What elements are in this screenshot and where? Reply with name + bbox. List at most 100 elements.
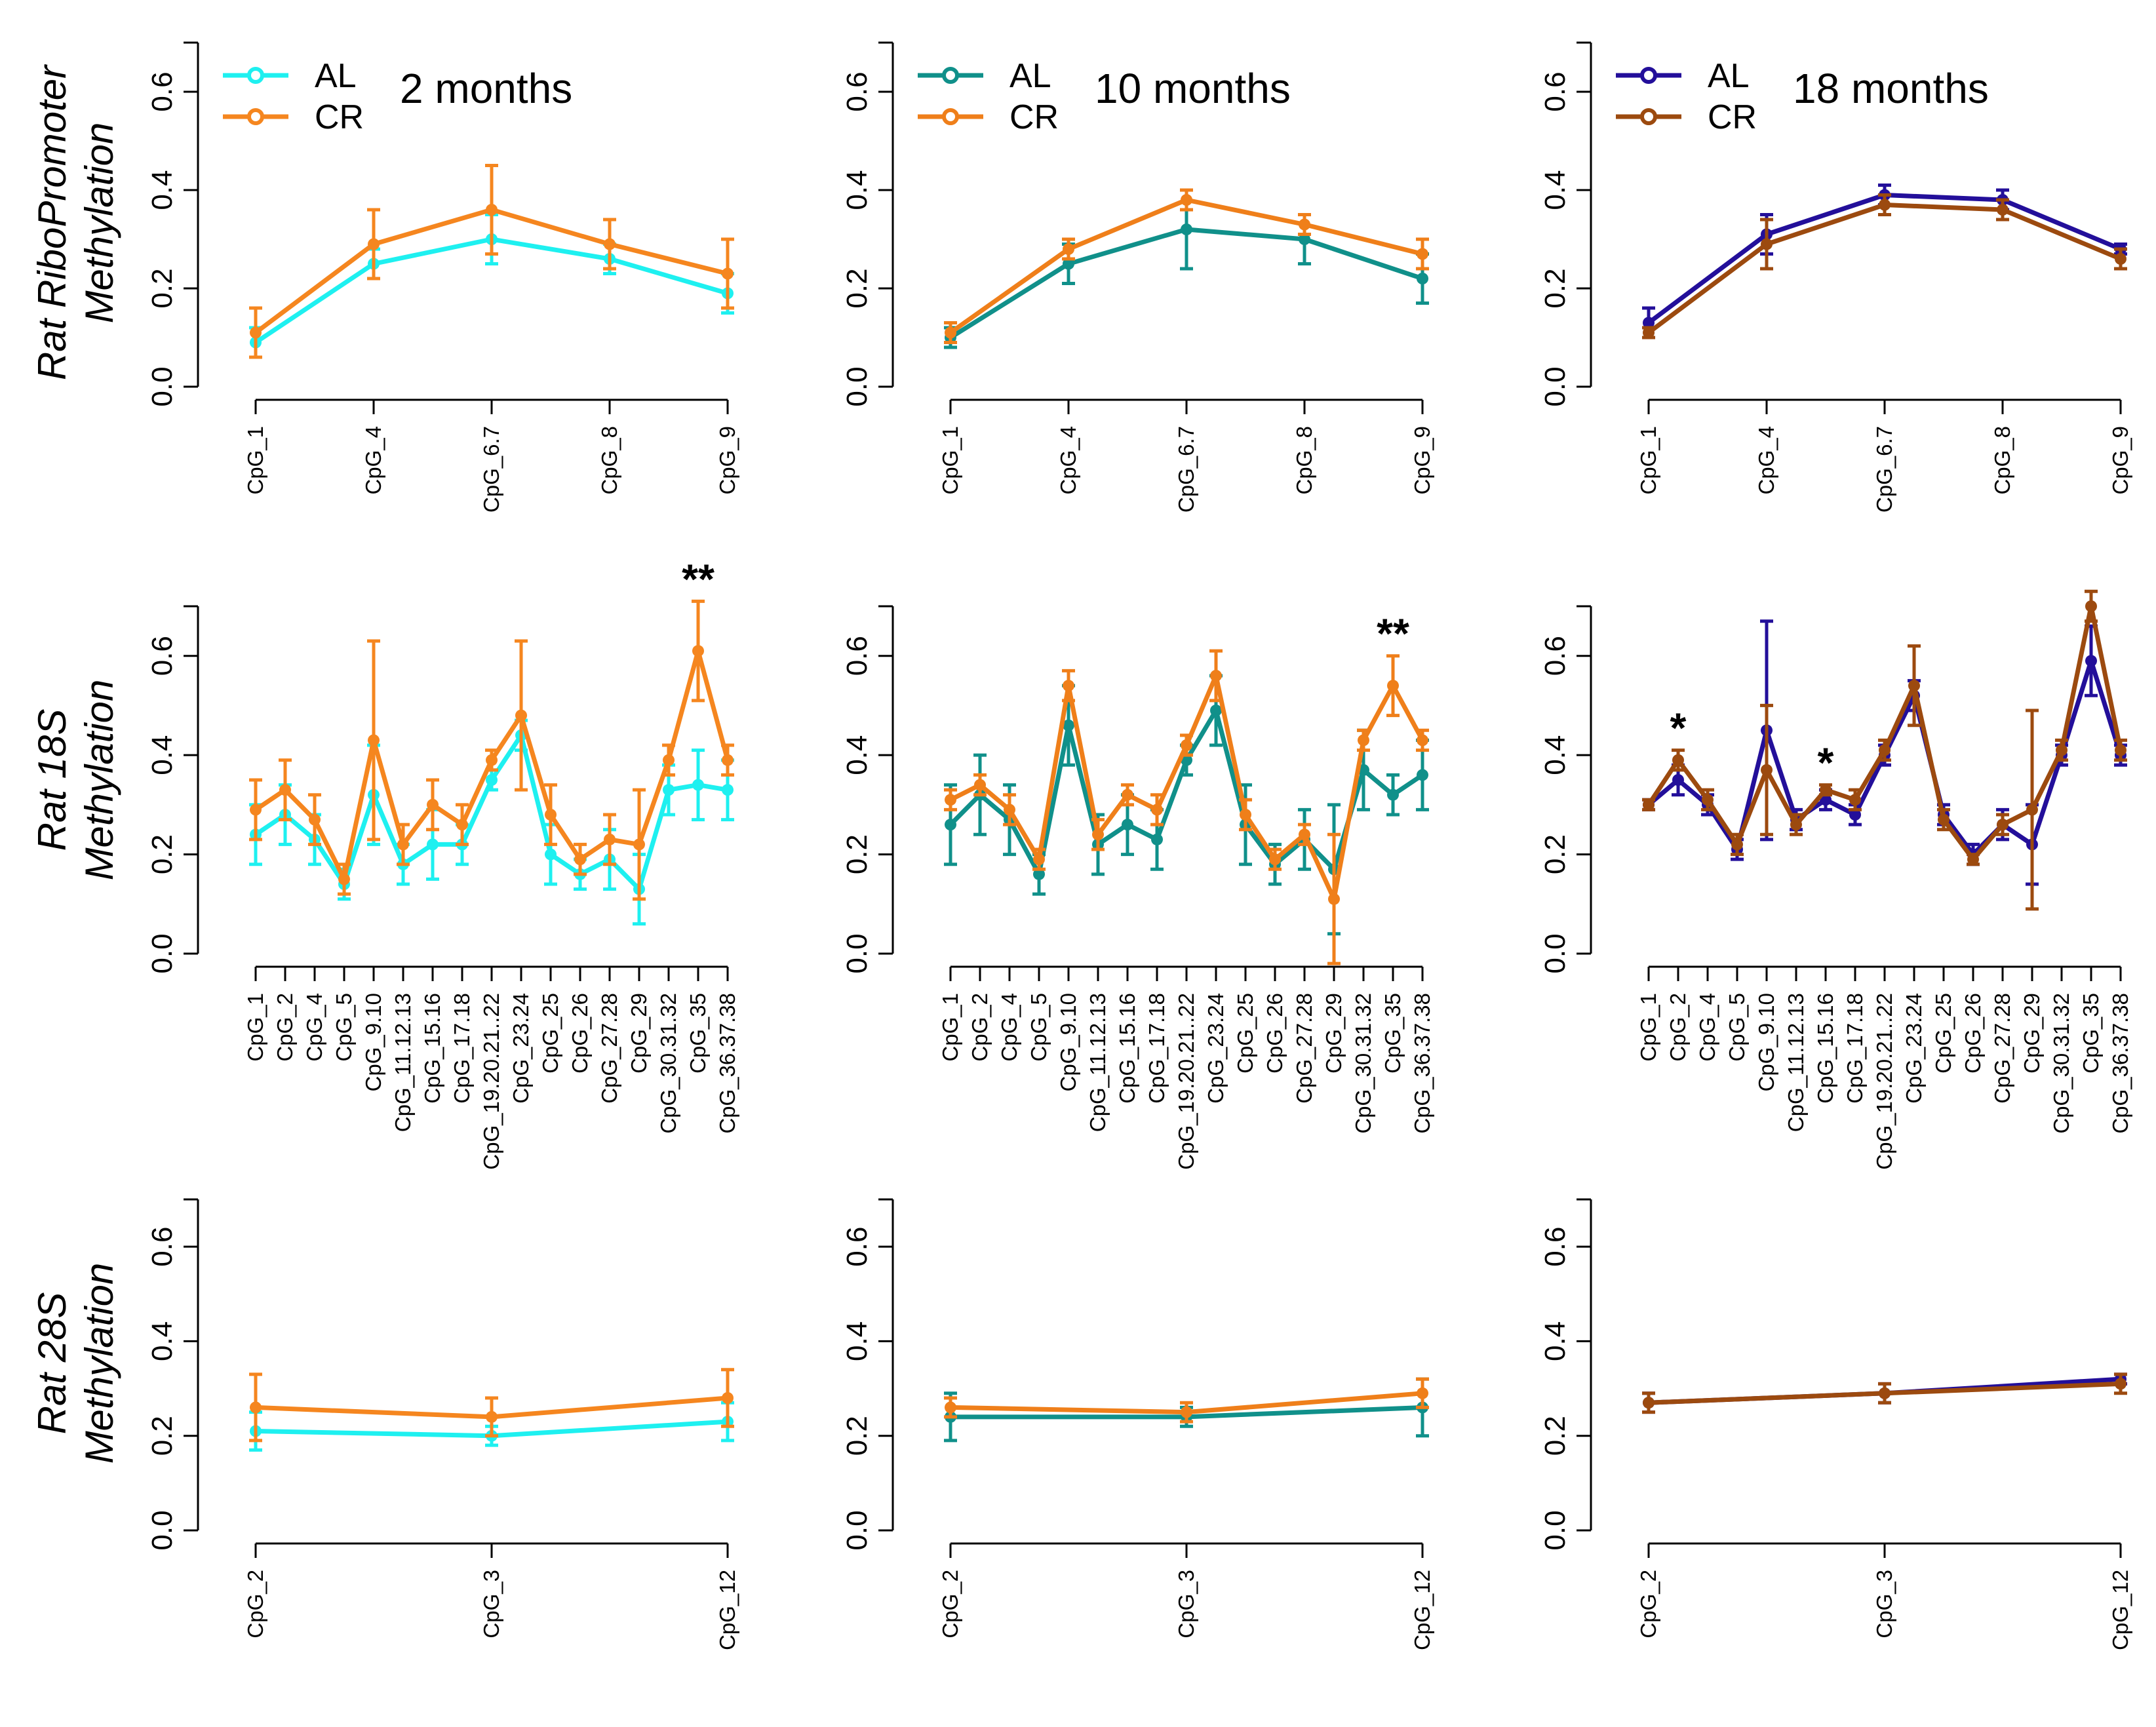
x-tick-label: CpG_4	[361, 426, 385, 495]
data-point-CR	[1181, 739, 1192, 751]
data-point-CR	[1004, 804, 1015, 816]
data-point-AL	[545, 848, 557, 861]
panel-r0-c0: 0.0 0.2 0.4 0.6 CpG_1 CpG_4 CpG_6.7 CpG_8 CpG_9 A…	[146, 41, 739, 513]
data-point-CR	[2115, 1378, 2127, 1390]
x-tick-label: CpG_12	[1410, 1570, 1434, 1650]
x-tick-label: CpG_4	[997, 993, 1021, 1062]
data-point-CR	[1417, 734, 1428, 747]
x-tick-label: CpG_1	[243, 426, 267, 495]
series-line-CR	[1647, 604, 2123, 862]
data-point-CR	[1210, 670, 1222, 682]
y-tick-label: 0.6	[146, 1227, 178, 1267]
row-label-1-line-0: Rat 18S	[30, 709, 74, 851]
x-tick-label: CpG_35	[686, 993, 710, 1074]
x-tick-label: CpG_17.18	[450, 993, 474, 1104]
panel-r1-c2: 0.0 0.2 0.4 0.6 CpG_1 CpG_2 CpG_4 CpG_5 CpG_9.10…	[1539, 589, 2132, 1170]
y-tick-label: 0.4	[1539, 1321, 1571, 1361]
y-tick-label: 0.0	[841, 933, 873, 973]
data-point-CR	[1967, 853, 1979, 866]
data-point-CR	[1240, 809, 1251, 821]
panel-r2-c0: 0.0 0.2 0.4 0.6 CpG_2 CpG_3 CpG_12	[146, 1198, 739, 1650]
data-point-CR	[2115, 253, 2127, 265]
y-tick-label: 0.0	[841, 366, 873, 406]
y-tick-label: 0.4	[146, 1321, 178, 1361]
data-point-CR	[486, 754, 498, 766]
data-point-AL	[1181, 223, 1192, 235]
data-point-AL	[1210, 705, 1222, 716]
panel-title: 10 months	[1095, 65, 1291, 112]
x-tick-label: CpG_17.18	[1145, 993, 1169, 1104]
x-tick-label: CpG_4	[302, 993, 326, 1062]
x-tick-label: CpG_1	[938, 993, 962, 1062]
y-tick-label: 0.6	[146, 636, 178, 676]
x-tick-label: CpG_11.12.13	[1784, 993, 1808, 1132]
y-tick-label: 0.2	[841, 268, 873, 308]
data-point-AL	[427, 838, 439, 851]
data-point-CR	[1761, 238, 1773, 250]
x-tick-label: CpG_1	[1636, 426, 1660, 495]
x-tick-label: CpG_1	[243, 993, 267, 1062]
y-tick-label: 0.4	[841, 735, 873, 775]
x-tick-label: CpG_35	[2079, 993, 2103, 1074]
data-point-CR	[309, 813, 321, 826]
data-point-CR	[1643, 798, 1655, 811]
data-point-AL	[1672, 774, 1684, 786]
x-tick-label: CpG_2	[1636, 1570, 1660, 1639]
x-tick-label: CpG_17.18	[1843, 993, 1867, 1104]
panel-r0-c2: 0.0 0.2 0.4 0.6 CpG_1 CpG_4 CpG_6.7 CpG_8 CpG_9 A…	[1539, 41, 2132, 513]
x-tick-label: CpG_8	[597, 426, 621, 495]
x-tick-label: CpG_6.7	[1174, 426, 1198, 513]
y-tick-label: 0.2	[1539, 268, 1571, 308]
data-point-CR	[1879, 1387, 1891, 1399]
legend-marker-CR	[1640, 108, 1657, 125]
legend-label-CR: CR	[315, 98, 364, 136]
y-tick-label: 0.0	[1539, 1510, 1571, 1550]
x-tick-label: CpG_36.37.38	[1410, 993, 1434, 1134]
data-point-CR	[250, 326, 262, 339]
row-label-2-line-1: Methylation	[77, 1263, 121, 1464]
legend-label-AL: AL	[1009, 57, 1051, 95]
y-tick-label: 0.6	[841, 1227, 873, 1267]
data-point-AL	[1299, 233, 1310, 245]
x-tick-label: CpG_26	[568, 993, 592, 1074]
data-point-CR	[1417, 1387, 1428, 1399]
data-point-CR	[1938, 813, 1950, 826]
data-point-CR	[1092, 828, 1104, 841]
panel-r2-c1: 0.0 0.2 0.4 0.6 CpG_2 CpG_3 CpG_12	[841, 1198, 1434, 1650]
y-tick-label: 0.6	[841, 71, 873, 111]
data-point-AL	[945, 819, 956, 831]
significance-marker: *	[1818, 739, 1834, 786]
y-tick-label: 0.4	[1539, 170, 1571, 210]
y-tick-label: 0.2	[841, 1416, 873, 1456]
x-tick-label: CpG_25	[1931, 993, 1955, 1074]
data-point-CR	[604, 238, 616, 250]
y-tick-label: 0.6	[841, 636, 873, 676]
x-tick-label: CpG_9	[1410, 426, 1434, 495]
legend-marker-CR	[247, 108, 264, 125]
data-point-CR	[1181, 1406, 1192, 1418]
data-point-CR	[1328, 893, 1340, 905]
legend-label-CR: CR	[1009, 98, 1059, 136]
x-tick-label: CpG_8	[1990, 426, 2014, 495]
data-point-AL	[1122, 819, 1133, 831]
x-tick-label: CpG_11.12.13	[1086, 993, 1110, 1132]
x-tick-label: CpG_6.7	[479, 426, 503, 513]
data-point-AL	[1063, 719, 1074, 731]
legend-marker-AL	[942, 67, 959, 84]
x-tick-label: CpG_36.37.38	[2108, 993, 2132, 1134]
panel-title: 2 months	[400, 65, 572, 112]
y-tick-label: 0.2	[841, 834, 873, 874]
data-point-CR	[1269, 853, 1281, 866]
y-tick-label: 0.6	[1539, 71, 1571, 111]
data-point-CR	[722, 267, 734, 280]
data-point-CR	[1299, 828, 1310, 841]
x-tick-label: CpG_23.24	[509, 993, 533, 1104]
x-tick-label: CpG_19.20.21..22	[479, 993, 503, 1170]
y-tick-label: 0.0	[1539, 366, 1571, 406]
x-tick-label: CpG_5	[1027, 993, 1051, 1062]
data-point-CR	[1387, 680, 1399, 692]
data-point-CR	[368, 734, 380, 747]
y-tick-label: 0.0	[146, 366, 178, 406]
x-tick-label: CpG_19.20.21..22	[1872, 993, 1896, 1170]
panel-title: 18 months	[1793, 65, 1989, 112]
